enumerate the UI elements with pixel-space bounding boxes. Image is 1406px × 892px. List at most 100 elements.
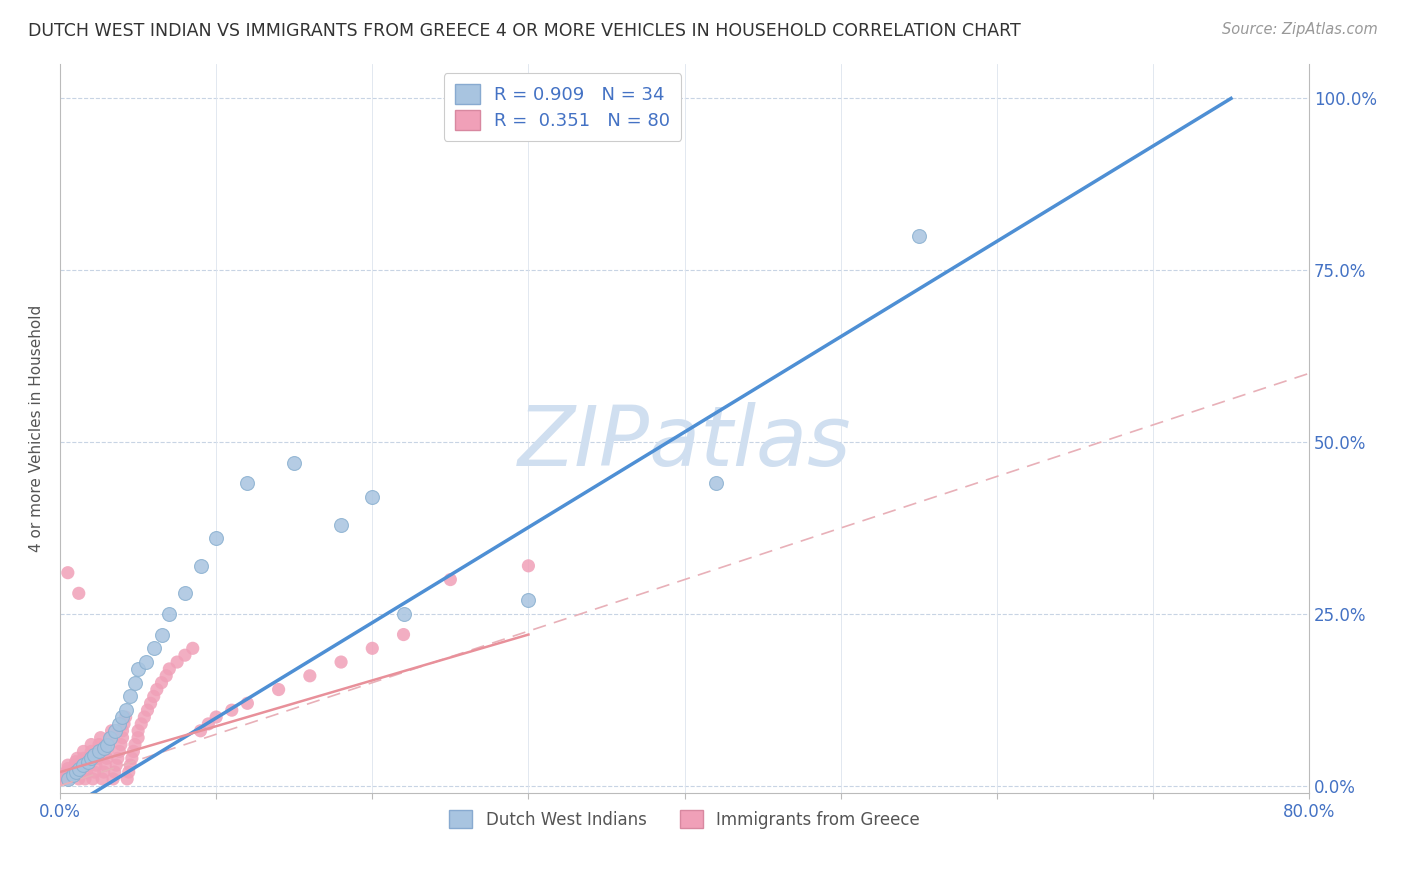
Point [94, 758, 117, 772]
Point [65, 765, 87, 780]
Point [392, 627, 415, 641]
Point [105, 758, 128, 772]
Point [83, 765, 105, 780]
Point [111, 710, 134, 724]
Point [704, 476, 727, 491]
Y-axis label: 4 or more Vehicles in Household: 4 or more Vehicles in Household [30, 305, 44, 552]
Point [87, 744, 110, 758]
Point [114, 703, 136, 717]
Point [127, 723, 149, 738]
Point [111, 731, 134, 745]
Point [127, 662, 149, 676]
Point [76, 765, 98, 780]
Point [62, 768, 84, 782]
Point [120, 690, 142, 704]
Point [139, 696, 162, 710]
Point [86, 751, 108, 765]
Point [127, 731, 149, 745]
Point [80, 751, 103, 765]
Point [190, 723, 212, 738]
Point [136, 703, 159, 717]
Point [157, 607, 180, 621]
Point [67, 762, 90, 776]
Point [236, 696, 259, 710]
Point [114, 710, 136, 724]
Point [150, 627, 173, 641]
Point [361, 490, 384, 504]
Point [77, 758, 100, 772]
Point [104, 723, 127, 738]
Point [65, 755, 87, 769]
Point [155, 669, 177, 683]
Point [197, 717, 219, 731]
Point [120, 758, 142, 772]
Point [87, 738, 110, 752]
Point [124, 738, 146, 752]
Point [112, 717, 135, 731]
Point [59, 768, 82, 782]
Point [73, 772, 96, 786]
Point [67, 772, 90, 786]
Point [97, 738, 120, 752]
Point [190, 558, 212, 573]
Point [330, 655, 353, 669]
Point [107, 751, 129, 765]
Point [142, 641, 165, 656]
Point [361, 641, 384, 656]
Point [111, 723, 134, 738]
Text: Source: ZipAtlas.com: Source: ZipAtlas.com [1222, 22, 1378, 37]
Point [439, 573, 461, 587]
Point [100, 723, 122, 738]
Point [98, 731, 121, 745]
Point [907, 228, 929, 243]
Point [83, 747, 105, 762]
Point [392, 607, 415, 621]
Point [517, 593, 540, 607]
Point [118, 765, 141, 780]
Point [142, 690, 165, 704]
Point [157, 662, 180, 676]
Point [150, 675, 173, 690]
Point [101, 772, 124, 786]
Point [110, 738, 132, 752]
Point [104, 765, 127, 780]
Point [90, 731, 112, 745]
Point [80, 744, 103, 758]
Point [174, 648, 197, 663]
Point [93, 741, 115, 756]
Point [205, 710, 228, 724]
Legend: Dutch West Indians, Immigrants from Greece: Dutch West Indians, Immigrants from Gree… [443, 804, 927, 835]
Text: DUTCH WEST INDIAN VS IMMIGRANTS FROM GREECE 4 OR MORE VEHICLES IN HOUSEHOLD CORR: DUTCH WEST INDIAN VS IMMIGRANTS FROM GRE… [28, 22, 1021, 40]
Point [122, 744, 145, 758]
Point [67, 586, 90, 600]
Point [166, 655, 188, 669]
Point [108, 717, 131, 731]
Point [56, 758, 79, 772]
Point [63, 762, 86, 776]
Point [56, 762, 79, 776]
Point [56, 772, 79, 786]
Point [96, 744, 118, 758]
Point [108, 744, 131, 758]
Point [174, 586, 197, 600]
Point [205, 532, 228, 546]
Point [80, 738, 103, 752]
Point [146, 682, 169, 697]
Point [52, 772, 75, 786]
Point [56, 566, 79, 580]
Point [91, 772, 114, 786]
Point [221, 703, 243, 717]
Point [87, 744, 110, 758]
Point [330, 517, 353, 532]
Point [181, 641, 204, 656]
Point [236, 476, 259, 491]
Point [72, 758, 94, 772]
Point [124, 675, 146, 690]
Point [72, 751, 94, 765]
Point [96, 751, 118, 765]
Point [66, 751, 89, 765]
Point [82, 772, 104, 786]
Point [53, 768, 76, 782]
Point [77, 755, 100, 769]
Point [298, 669, 321, 683]
